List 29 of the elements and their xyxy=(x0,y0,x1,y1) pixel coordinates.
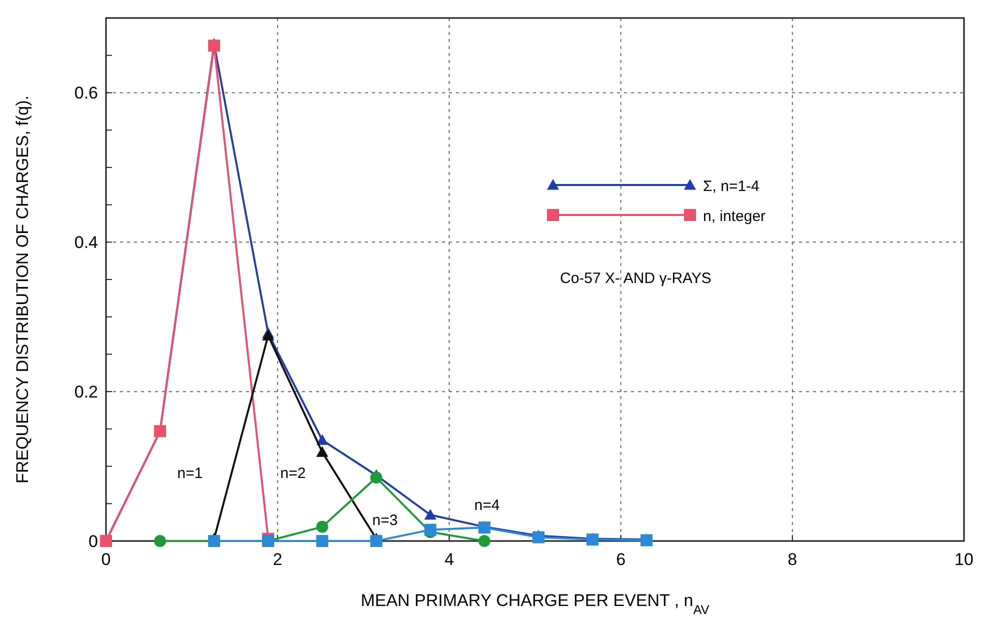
point xyxy=(316,434,328,445)
annotation: n=1 xyxy=(177,465,203,482)
point xyxy=(316,520,328,533)
x-tick-label: 2 xyxy=(272,550,282,569)
y-tick-label: 0 xyxy=(88,532,98,551)
legend-label: n, integer xyxy=(703,208,766,225)
x-tick-label: 4 xyxy=(444,550,454,569)
annotation: n=3 xyxy=(372,512,398,529)
point xyxy=(478,535,490,547)
annotation: Co-57 X- AND γ-RAYS xyxy=(560,270,712,287)
x-tick-label: 0 xyxy=(101,550,111,569)
y-tick-label: 0.2 xyxy=(74,382,98,402)
y-tick-label: 0.4 xyxy=(74,233,98,252)
point xyxy=(208,40,220,52)
x-tick-label: 8 xyxy=(788,550,798,569)
point xyxy=(532,531,544,544)
annotation: n=2 xyxy=(280,465,306,482)
y-tick-label: 0.6 xyxy=(74,84,98,103)
point xyxy=(370,471,382,484)
point xyxy=(424,508,436,520)
y-axis-title: FREQUENCY DISTRIBUTION OF CHARGES, f(q). xyxy=(13,96,32,484)
x-axis-title: MEAN PRIMARY CHARGE PER EVENT , n$_{AV}$ xyxy=(360,591,710,616)
legend-label: Σ, n=1-4 xyxy=(703,178,760,195)
x-tick-label: 10 xyxy=(954,550,974,569)
point xyxy=(316,535,328,547)
point xyxy=(370,535,382,547)
point xyxy=(154,535,166,547)
annotation: n=4 xyxy=(474,497,500,514)
x-tick-label: 6 xyxy=(616,550,626,569)
